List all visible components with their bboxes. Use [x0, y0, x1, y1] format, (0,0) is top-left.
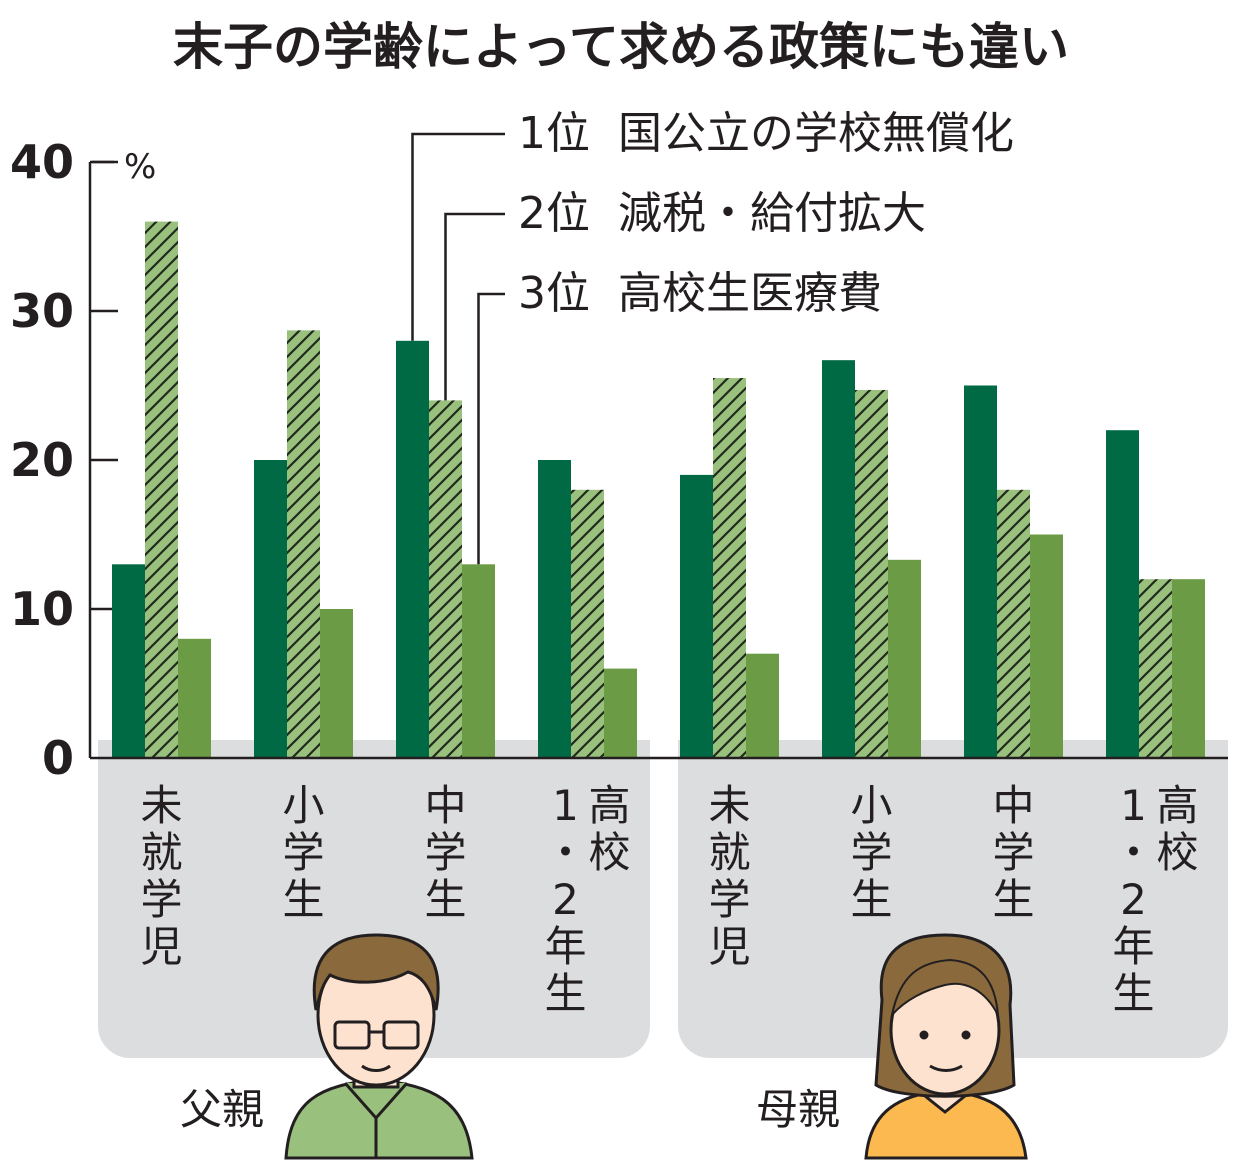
bar-series-3: [178, 638, 211, 758]
svg-text:生: 生: [544, 969, 586, 1018]
svg-text:学: 学: [282, 828, 324, 877]
bar-series-1: [112, 564, 145, 758]
y-tick-label: 40: [10, 135, 74, 189]
legend-rank-1: 1位: [518, 108, 590, 159]
svg-text:2: 2: [1120, 875, 1147, 924]
svg-text:生: 生: [850, 875, 892, 924]
bar-series-2: [145, 221, 178, 759]
svg-text:学: 学: [424, 828, 466, 877]
svg-text:・: ・: [1112, 828, 1154, 877]
svg-text:学: 学: [850, 828, 892, 877]
category-label: 小学生: [850, 781, 892, 924]
bar-series-2: [1139, 579, 1172, 758]
bar-series-3: [888, 559, 921, 758]
bar-series-2: [713, 378, 746, 758]
category-label: 小学生: [282, 781, 324, 924]
chart-title: 末子の学齢によって求める政策にも違い: [173, 18, 1069, 76]
legend-label-2: 減税・給付拡大: [618, 188, 926, 239]
bar-series-2: [855, 389, 888, 758]
svg-text:生: 生: [424, 875, 466, 924]
bar-series-1: [964, 385, 997, 758]
category-label: 高校1・2年生: [1112, 781, 1198, 1018]
svg-text:生: 生: [992, 875, 1034, 924]
y-tick-label: 0: [42, 731, 74, 785]
svg-text:高: 高: [1156, 781, 1198, 830]
svg-text:校: 校: [1156, 828, 1198, 877]
svg-text:高: 高: [588, 781, 630, 830]
man-avatar-icon: [284, 933, 474, 1160]
svg-text:児: 児: [708, 922, 750, 971]
svg-text:2: 2: [552, 875, 579, 924]
y-tick-label: 20: [10, 433, 74, 487]
bar-series-1: [254, 460, 287, 758]
svg-text:就: 就: [708, 828, 750, 877]
bar-series-3: [1030, 534, 1063, 758]
y-axis-unit: %: [124, 147, 156, 187]
svg-text:・: ・: [544, 828, 586, 877]
bar-series-3: [320, 609, 353, 758]
bar-series-1: [680, 474, 713, 758]
svg-text:学: 学: [992, 828, 1034, 877]
svg-text:校: 校: [588, 828, 630, 877]
legend-rank-2: 2位: [518, 188, 590, 239]
group-label-mother: 母親: [756, 1085, 840, 1134]
bar-series-2: [997, 489, 1030, 758]
mother-panel: [678, 740, 1228, 1058]
father-panel: [98, 740, 650, 1058]
category-label: 高校1・2年生: [544, 781, 630, 1018]
legend-label-1: 国公立の学校無償化: [618, 108, 1014, 159]
svg-text:生: 生: [1112, 969, 1154, 1018]
bar-series-1: [538, 460, 571, 758]
bar-series-2: [287, 330, 320, 758]
svg-text:未: 未: [708, 781, 750, 830]
svg-text:学: 学: [140, 875, 182, 924]
bar-series-3: [604, 668, 637, 758]
svg-text:就: 就: [140, 828, 182, 877]
legend-leader-2: [444, 212, 505, 401]
y-tick-label: 30: [10, 284, 74, 338]
category-label: 中学生: [992, 781, 1034, 924]
bar-series-3: [1172, 579, 1205, 758]
legend-leader-3: [477, 292, 505, 565]
svg-text:小: 小: [850, 781, 892, 830]
bar-series-3: [462, 564, 495, 758]
svg-text:未: 未: [140, 781, 182, 830]
bar-series-1: [822, 360, 855, 758]
bar-series-1: [1106, 430, 1139, 758]
woman-avatar-icon: [864, 933, 1028, 1160]
svg-text:1: 1: [552, 781, 579, 830]
svg-text:生: 生: [282, 875, 324, 924]
bar-series-3: [746, 653, 779, 758]
svg-text:小: 小: [282, 781, 324, 830]
bar-series-2: [429, 400, 462, 758]
legend-rank-3: 3位: [518, 268, 590, 319]
svg-text:年: 年: [544, 922, 586, 971]
y-tick-label: 10: [10, 582, 74, 636]
category-label: 中学生: [424, 781, 466, 924]
svg-text:学: 学: [708, 875, 750, 924]
bar-series-2: [571, 489, 604, 758]
legend-leader-1: [411, 132, 505, 341]
svg-text:中: 中: [992, 781, 1034, 830]
svg-text:年: 年: [1112, 922, 1154, 971]
svg-text:中: 中: [424, 781, 466, 830]
bar-series-1: [396, 340, 429, 758]
group-label-father: 父親: [180, 1085, 264, 1134]
svg-text:児: 児: [140, 922, 182, 971]
legend-label-3: 高校生医療費: [618, 268, 882, 319]
svg-text:1: 1: [1120, 781, 1147, 830]
